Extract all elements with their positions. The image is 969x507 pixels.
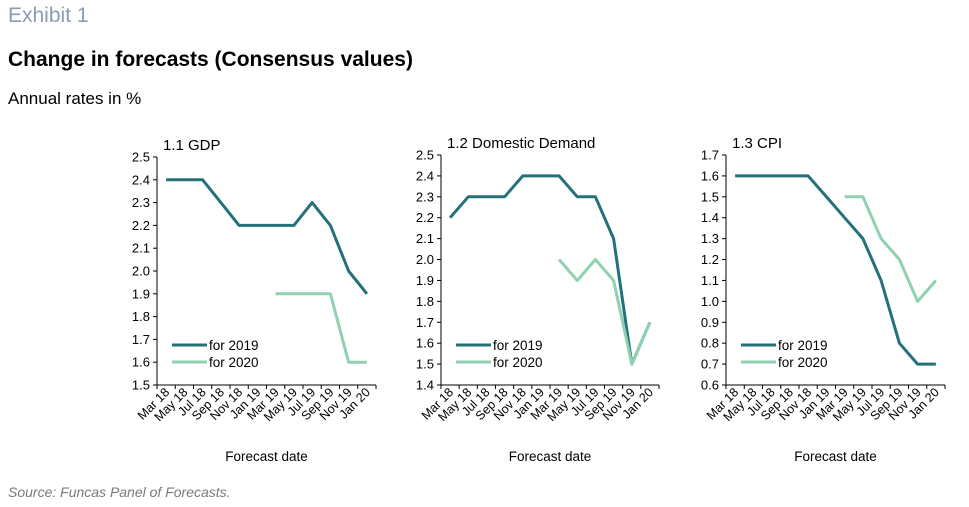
chart-title: 1.3 CPI [732,135,782,152]
y-tick-label: 1.6 [416,336,434,351]
y-tick-label: 2.1 [416,231,434,246]
y-tick-label: 1.9 [416,273,434,288]
y-tick-label: 1.0 [701,294,719,309]
y-tick-label: 2.1 [132,241,150,256]
series-line-for-2019 [735,174,936,366]
series-line-for-2019 [448,174,652,366]
legend-label-for-2020: for 2020 [778,355,828,370]
legend-label-for-2019: for 2019 [493,338,543,353]
y-tick-label: 1.4 [701,210,719,225]
y-tick-label: 2.4 [132,172,150,187]
chart-1-1-1-gdp: 1.1 GDP 2.5 2.4 2.3 2.2 2.1 2.0 1.9 1.8 1.7 1.6 1.5… [132,137,377,464]
y-tick-label: 0.9 [701,315,719,330]
legend-label-for-2019: for 2019 [209,338,259,353]
x-axis-label: Forecast date [225,449,308,464]
y-tick-label: 2.2 [416,210,434,225]
y-tick-label: 1.6 [132,355,150,370]
series-line-for-2020 [557,258,652,366]
y-tick-label: 0.6 [701,378,719,393]
figure-subtitle: Annual rates in % [8,89,142,108]
figure-title: Change in forecasts (Consensus values) [8,48,413,71]
source-note: Source: Funcas Panel of Forecasts. [8,484,231,500]
series-line-for-2019 [166,178,369,295]
y-tick-label: 2.0 [416,252,434,267]
y-tick-label: 1.4 [416,378,434,393]
y-tick-label: 2.3 [416,189,434,204]
charts-area: 1.1 GDP 2.5 2.4 2.3 2.2 2.1 2.0 1.9 1.8 1.7 1.6 1.5… [132,135,946,464]
legend-label-for-2020: for 2020 [493,355,543,370]
y-tick-label: 2.2 [132,218,150,233]
y-tick-label: 1.7 [132,332,150,347]
x-axis-label: Forecast date [794,449,877,464]
y-tick-label: 2.5 [132,150,150,165]
chart-3-1-3-cpi: 1.3 CPI 1.7 1.6 1.5 1.4 1.3 1.2 1.1 1.0 0.9 0.8 0.7… [701,135,946,464]
y-tick-label: 1.7 [416,315,434,330]
y-tick-label: 1.6 [701,168,719,183]
legend-label-for-2020: for 2020 [209,355,259,370]
y-tick-label: 2.0 [132,264,150,279]
series-line-for-2020 [275,292,367,364]
y-tick-label: 1.2 [701,252,719,267]
y-tick-label: 1.7 [701,148,719,163]
y-tick-label: 1.1 [701,273,719,288]
legend-label-for-2019: for 2019 [778,338,828,353]
y-tick-label: 0.7 [701,357,719,372]
y-tick-label: 1.8 [132,309,150,324]
y-tick-label: 2.3 [132,195,150,210]
series-line-for-2020 [844,195,938,303]
y-tick-label: 1.5 [416,357,434,372]
chart-title: 1.2 Domestic Demand [447,135,595,152]
y-tick-label: 1.3 [701,231,719,246]
y-tick-label: 1.5 [701,189,719,204]
y-tick-label: 2.5 [416,148,434,163]
y-tick-label: 1.5 [132,378,150,393]
y-tick-label: 1.8 [416,294,434,309]
chart-title: 1.1 GDP [163,137,221,154]
x-axis-label: Forecast date [509,449,592,464]
y-tick-label: 1.9 [132,286,150,301]
y-tick-label: 2.4 [416,168,434,183]
chart-2-1-2-domestic-demand: 1.2 Domestic Demand 2.5 2.4 2.3 2.2 2.1 2.0 1.9… [416,135,660,464]
exhibit-label: Exhibit 1 [8,4,89,27]
y-tick-label: 0.8 [701,336,719,351]
